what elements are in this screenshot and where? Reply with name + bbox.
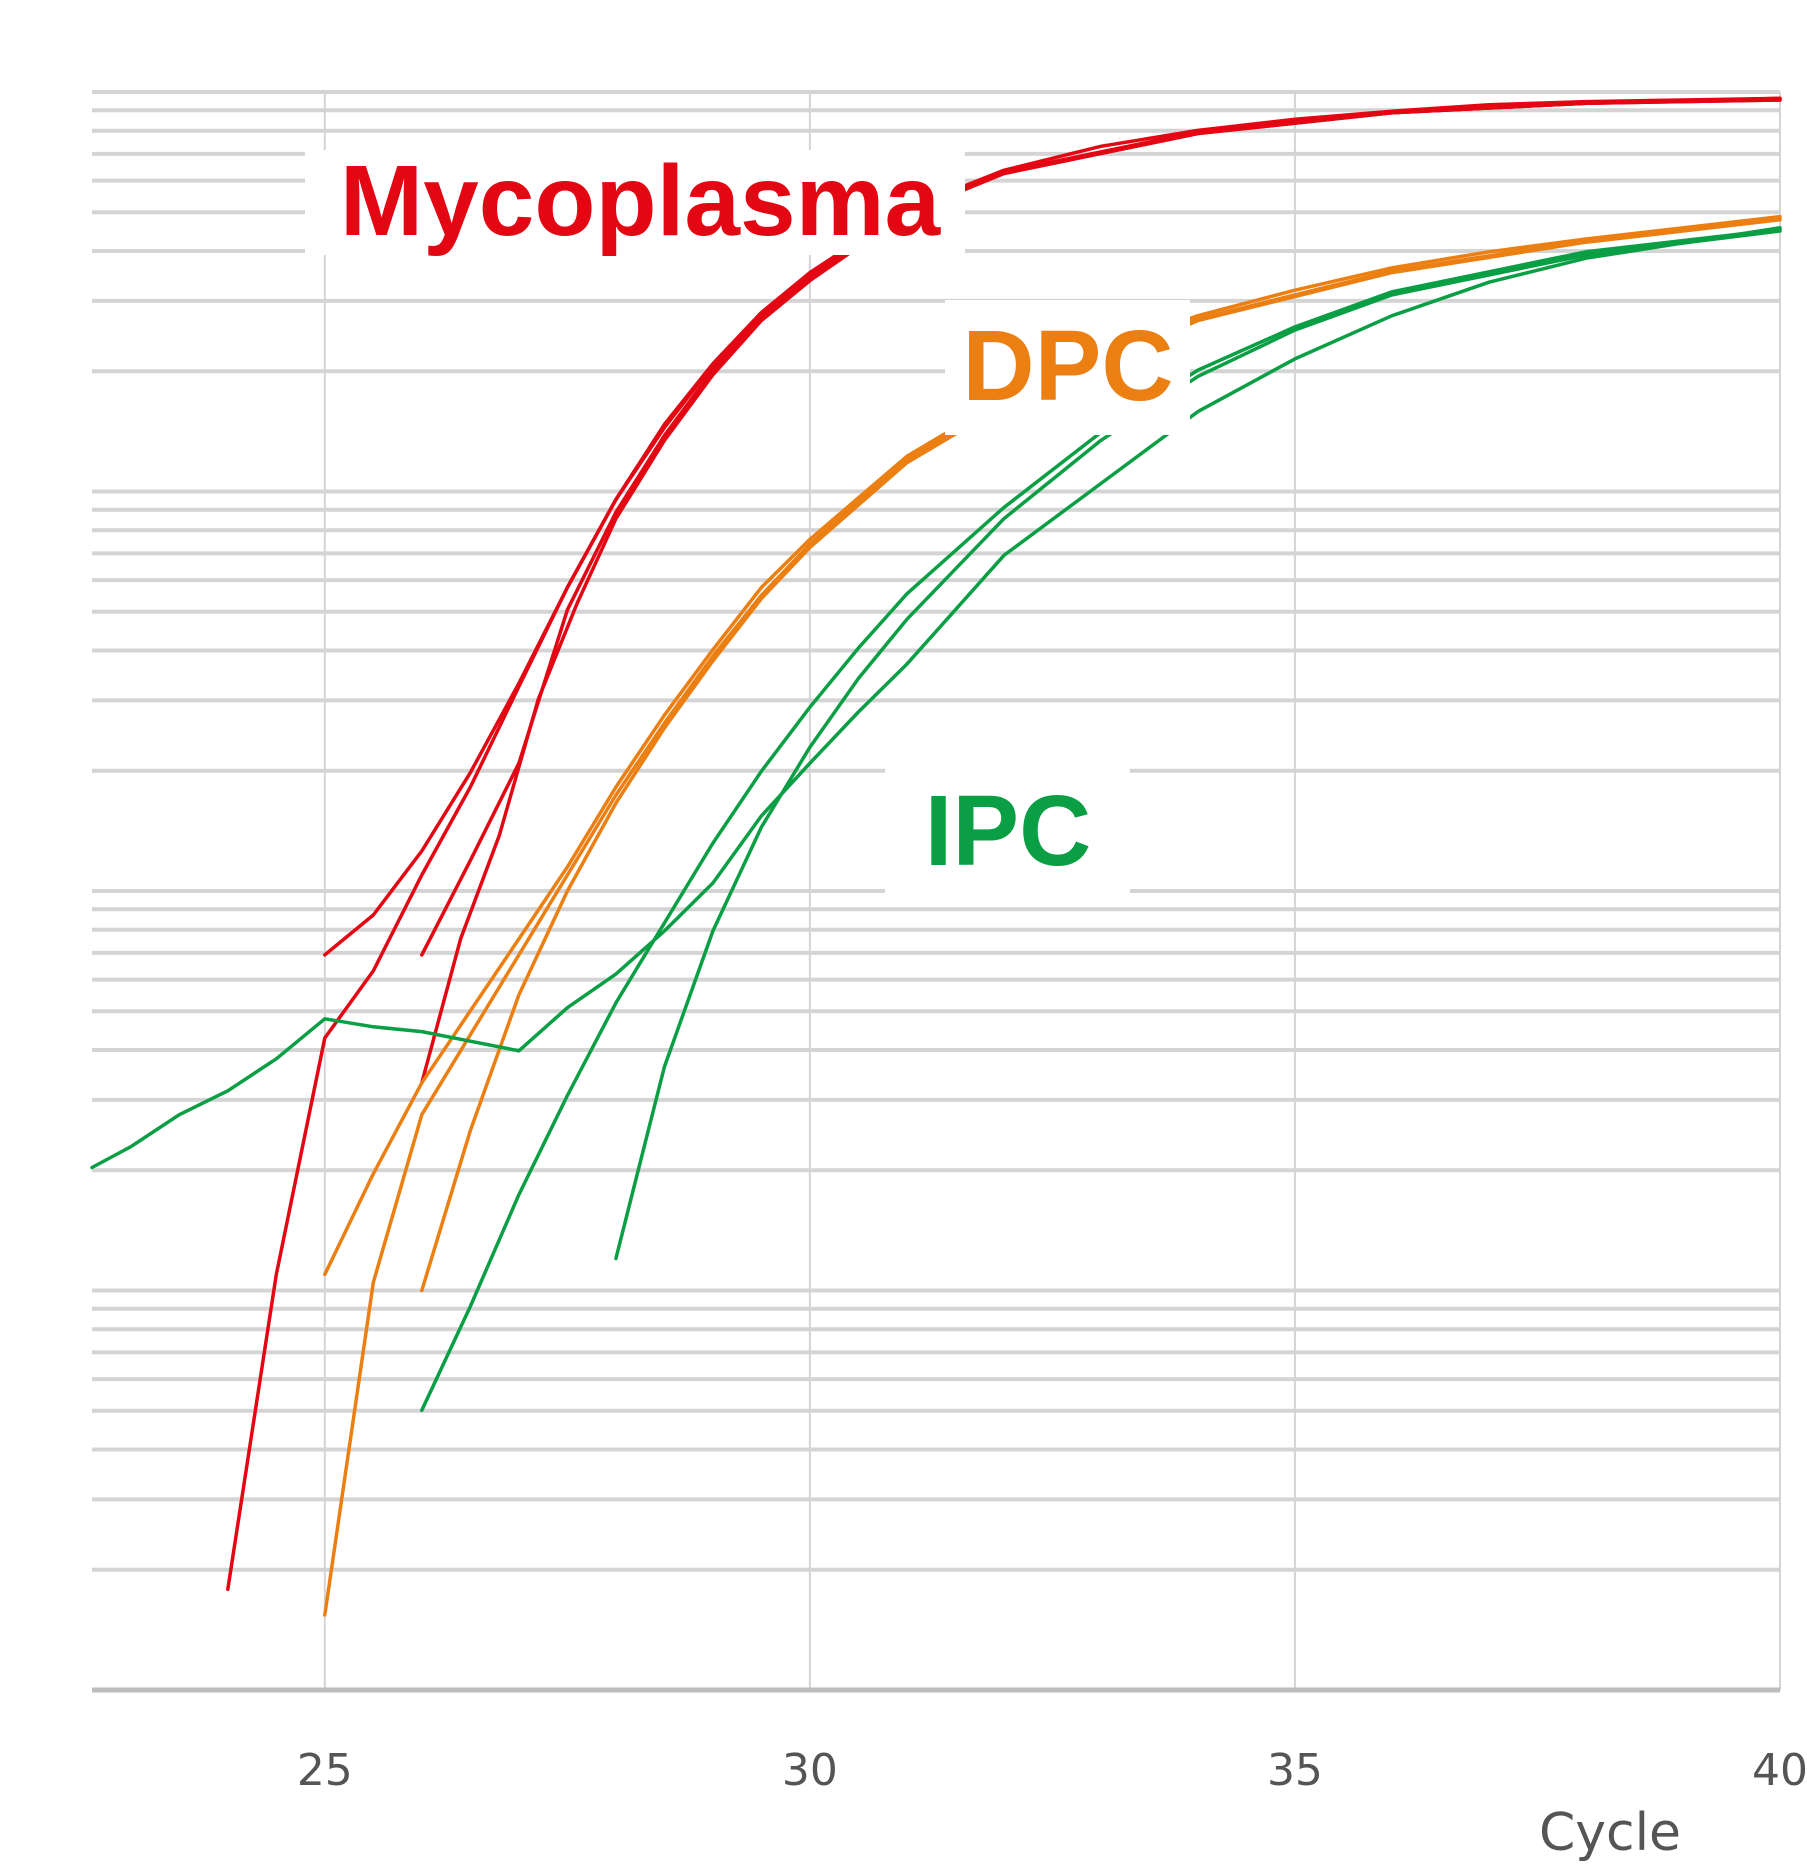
series-line-ipc xyxy=(614,229,1782,1261)
annotation-bg xyxy=(885,758,1130,898)
x-tick-label: 40 xyxy=(1752,1745,1807,1796)
annotation-ipc: IPC xyxy=(925,775,1092,887)
axis-layer: 25 30 35 40 Cycle xyxy=(92,1687,1807,1863)
annotation-bg xyxy=(945,300,1190,435)
grid-layer xyxy=(92,90,1781,1690)
series-line-ipc xyxy=(420,227,1782,1413)
annotation-mycoplasma: Mycoplasma xyxy=(340,145,942,257)
x-axis-title: Cycle xyxy=(1539,1803,1681,1863)
series-line-dpc xyxy=(420,218,1782,1293)
series-line-mycoplasma xyxy=(420,98,1782,1085)
annotation-dpc: DPC xyxy=(962,310,1173,422)
series-layer xyxy=(90,96,1782,1617)
x-tick-label: 25 xyxy=(297,1745,353,1796)
annotation-bg xyxy=(305,150,965,255)
series-line-dpc xyxy=(323,214,1782,1277)
x-tick-label: 35 xyxy=(1267,1745,1323,1796)
series-line-ipc xyxy=(90,226,1782,1170)
x-tick-label: 30 xyxy=(782,1745,838,1796)
